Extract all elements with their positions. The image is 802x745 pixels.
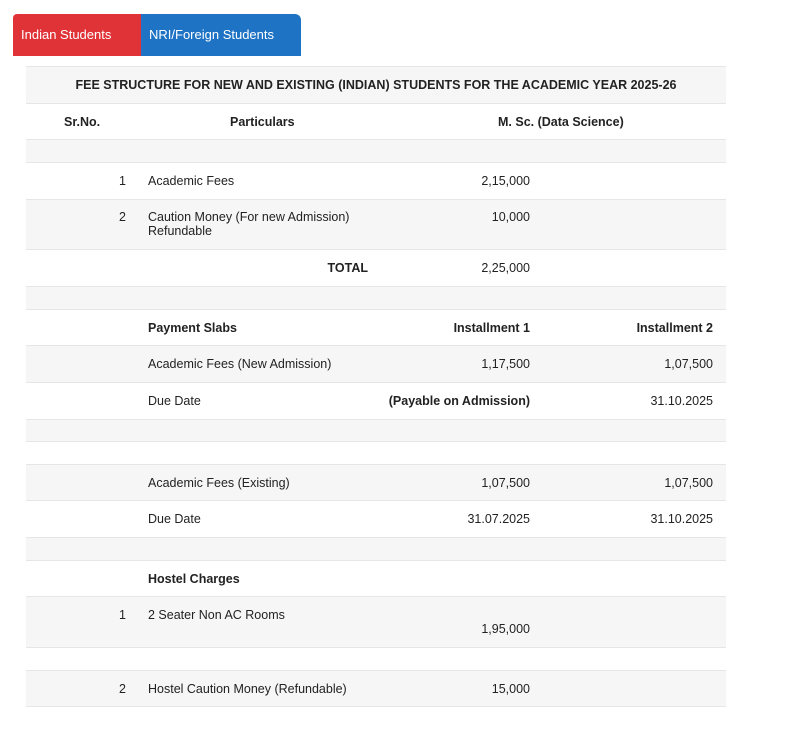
spacer-row	[26, 140, 726, 163]
table-row: 1 Academic Fees 2,15,000	[26, 163, 726, 200]
tab-indian-students[interactable]: Indian Students	[13, 14, 141, 56]
table-title: FEE STRUCTURE FOR NEW AND EXISTING (INDI…	[26, 78, 726, 92]
total-amount: 2,25,000	[481, 261, 530, 275]
row-particular: Due Date	[148, 512, 378, 526]
payment-slabs-header-row: Payment Slabs Installment 1 Installment …	[26, 310, 726, 346]
table-row: 1 2 Seater Non AC Rooms 1,95,000	[26, 597, 726, 648]
spacer-row	[26, 648, 726, 671]
row-amount: 15,000	[492, 682, 530, 696]
row-sr-no: 1	[119, 174, 126, 188]
row-particular: Academic Fees (Existing)	[148, 476, 378, 490]
spacer-row	[26, 420, 726, 442]
total-label: TOTAL	[327, 261, 368, 275]
fee-structure-table: FEE STRUCTURE FOR NEW AND EXISTING (INDI…	[26, 66, 726, 707]
payment-slabs-label: Payment Slabs	[148, 321, 378, 335]
spacer-row	[26, 442, 726, 465]
header-course: M. Sc. (Data Science)	[498, 115, 624, 129]
table-title-row: FEE STRUCTURE FOR NEW AND EXISTING (INDI…	[26, 67, 726, 104]
hostel-charges-label: Hostel Charges	[148, 572, 378, 586]
header-particulars: Particulars	[230, 115, 295, 129]
row-sr-no: 1	[119, 608, 126, 622]
table-row: Academic Fees (Existing) 1,07,500 1,07,5…	[26, 465, 726, 501]
table-header-row: Sr.No. Particulars M. Sc. (Data Science)	[26, 104, 726, 140]
total-row: TOTAL 2,25,000	[26, 250, 726, 287]
row-particular: Due Date	[148, 394, 378, 408]
table-row: Due Date (Payable on Admission) 31.10.20…	[26, 383, 726, 420]
row-particular: Hostel Caution Money (Refundable)	[148, 682, 378, 696]
row-installment-2: 31.10.2025	[650, 512, 713, 526]
installment-2-header: Installment 2	[637, 321, 713, 335]
row-sr-no: 2	[119, 682, 126, 696]
row-installment-2: 1,07,500	[664, 357, 713, 371]
spacer-row	[26, 538, 726, 561]
table-row: Due Date 31.07.2025 31.10.2025	[26, 501, 726, 538]
row-installment-1: 1,17,500	[481, 357, 530, 371]
row-sr-no: 2	[119, 210, 126, 224]
student-type-tabs: Indian Students NRI/Foreign Students	[13, 14, 301, 56]
row-particular: Academic Fees	[148, 174, 378, 188]
row-amount: 2,15,000	[481, 174, 530, 188]
row-installment-1: (Payable on Admission)	[389, 394, 530, 408]
row-particular: 2 Seater Non AC Rooms	[148, 608, 378, 622]
row-installment-2: 31.10.2025	[650, 394, 713, 408]
row-particular: Academic Fees (New Admission)	[148, 357, 378, 371]
tab-nri-foreign-students[interactable]: NRI/Foreign Students	[141, 14, 301, 56]
row-installment-1: 1,07,500	[481, 476, 530, 490]
table-row: 2 Caution Money (For new Admission) Refu…	[26, 200, 726, 250]
row-particular: Caution Money (For new Admission) Refund…	[148, 210, 378, 238]
row-amount: 10,000	[492, 210, 530, 224]
hostel-header-row: Hostel Charges	[26, 561, 726, 597]
row-amount: 1,95,000	[481, 622, 530, 636]
row-installment-2: 1,07,500	[664, 476, 713, 490]
table-row: Academic Fees (New Admission) 1,17,500 1…	[26, 346, 726, 383]
spacer-row	[26, 287, 726, 310]
row-installment-1: 31.07.2025	[467, 512, 530, 526]
installment-1-header: Installment 1	[454, 321, 530, 335]
header-sr-no: Sr.No.	[64, 115, 100, 129]
table-row: 2 Hostel Caution Money (Refundable) 15,0…	[26, 671, 726, 707]
